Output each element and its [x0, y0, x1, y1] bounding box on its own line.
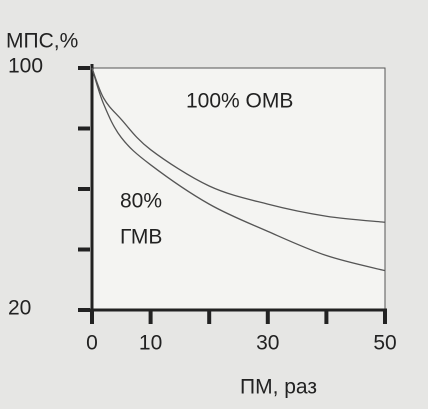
plot-area: [91, 67, 386, 311]
annotation: 100% ОМВ: [186, 90, 293, 113]
x-tick-label: 50: [373, 332, 396, 355]
annotation: 80%: [120, 190, 162, 213]
annotation: ГМВ: [120, 226, 162, 249]
x-tick-label: 0: [86, 332, 98, 355]
line-series: [91, 67, 386, 272]
x-tick-label: 30: [256, 332, 279, 355]
x-axis-label: ПМ, раз: [240, 376, 317, 399]
line-series: [91, 67, 386, 223]
y-axis-label: МПС,%: [6, 30, 78, 53]
x-tick-label: 10: [139, 332, 162, 355]
y-tick-label: 100: [8, 55, 43, 78]
y-tick-label: 20: [8, 297, 31, 320]
